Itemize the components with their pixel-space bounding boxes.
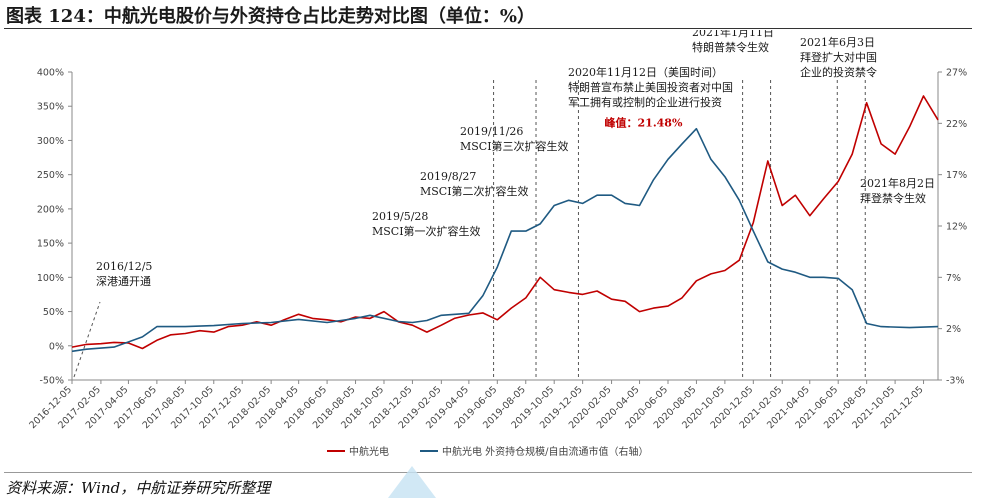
event-annotation-line: 拜登禁令生效 <box>860 191 926 205</box>
right-tick-label: 27% <box>946 68 967 79</box>
event-annotation: 2021年1月11日特朗普禁令生效 <box>692 30 774 54</box>
event-pointer <box>73 301 101 378</box>
event-annotation: 2019/5/28 MSCI第一次扩容生效 <box>372 210 481 238</box>
left-tick-label: 350% <box>37 102 64 113</box>
left-tick-label: 50% <box>43 307 64 318</box>
event-annotation-line: MSCI第一次扩容生效 <box>372 224 481 238</box>
event-annotation-line: 2016/12/5 <box>96 260 152 273</box>
left-tick-label: 400% <box>37 68 64 79</box>
chart-legend: 中航光电 中航光电 外资持仓规模/自由流通市值（右轴） <box>327 445 649 458</box>
event-annotation-line: 深港通开通 <box>96 275 151 288</box>
event-annotation: 2019/8/27 MSCI第二次扩容生效 <box>420 170 529 198</box>
event-markers <box>73 80 866 380</box>
event-annotation-line: 拜登扩大对中国 <box>800 50 877 64</box>
event-annotation-line: MSCI第三次扩容生效 <box>460 139 569 153</box>
event-annotation: 2021年6月3日拜登扩大对中国企业的投资禁令 <box>800 35 877 79</box>
event-annotation-line: 军工拥有或控制的企业进行投资 <box>568 95 722 109</box>
right-tick-label: 2% <box>946 324 961 335</box>
event-annotation-line: 2021年8月2日 <box>860 176 935 190</box>
left-tick-label: 250% <box>37 170 64 181</box>
right-tick-label: 12% <box>946 222 967 233</box>
chart-axes: -50% 0% 50% 100% 150% 200% 250% 300% 350% 400% -3%… <box>27 68 967 432</box>
left-tick-label: 200% <box>37 204 64 215</box>
title-rule <box>4 28 972 29</box>
source-note: 资料来源：Wind，中航证券研究所整理 <box>6 479 271 497</box>
chart-series <box>71 95 939 353</box>
event-annotation-line: 2019/5/28 <box>372 210 428 223</box>
event-annotation-line: 2019/11/26 <box>460 125 523 138</box>
event-annotation-line: 企业的投资禁令 <box>800 65 877 79</box>
event-annotation-line: 特朗普宣布禁止美国投资者对中国 <box>568 80 733 94</box>
legend-label-foreign-holding: 中航光电 外资持仓规模/自由流通市值（右轴） <box>442 445 649 458</box>
right-tick-label: -3% <box>946 376 965 387</box>
left-tick-label: 100% <box>37 273 64 284</box>
watermark-logo <box>388 466 436 498</box>
source-rule <box>4 472 972 473</box>
event-annotation-line: 2020年11月12日（美国时间） <box>568 65 723 79</box>
event-annotation: 2021年8月2日拜登禁令生效 <box>860 176 935 205</box>
event-annotation-line: 2021年6月3日 <box>800 35 875 49</box>
series-line-foreign-holding <box>71 127 939 353</box>
chart: -50% 0% 50% 100% 150% 200% 250% 300% 350% 400% -3%… <box>27 30 967 458</box>
event-annotation-line: 2021年1月11日 <box>692 30 774 39</box>
left-tick-label: 0% <box>49 341 64 352</box>
right-tick-label: 17% <box>946 170 967 181</box>
series-line-price <box>71 95 939 350</box>
right-tick-label: 7% <box>946 273 961 284</box>
event-annotation: 2016/12/5 深港通开通 <box>96 260 152 288</box>
event-annotation: 2020年11月12日（美国时间）特朗普宣布禁止美国投资者对中国军工拥有或控制的… <box>568 65 733 109</box>
legend-label-price: 中航光电 <box>349 445 389 458</box>
right-tick-label: 22% <box>946 119 967 130</box>
left-tick-label: 150% <box>37 239 64 250</box>
event-annotation-line: 特朗普禁令生效 <box>692 40 769 54</box>
chart-labels: 2016/12/5 深港通开通 2019/5/28 MSCI第一次扩容生效 2019/8… <box>96 30 935 288</box>
figure-title: 图表 124：中航光电股价与外资持仓占比走势对比图（单位：%） <box>6 6 535 27</box>
peak-label: 峰值：21.48% <box>605 116 683 130</box>
left-tick-label: -50% <box>39 376 64 387</box>
event-annotation-line: 2019/8/27 <box>420 170 476 183</box>
event-annotation-line: MSCI第二次扩容生效 <box>420 184 529 198</box>
left-tick-label: 300% <box>37 136 64 147</box>
event-annotation: 2019/11/26 MSCI第三次扩容生效 <box>460 125 569 153</box>
